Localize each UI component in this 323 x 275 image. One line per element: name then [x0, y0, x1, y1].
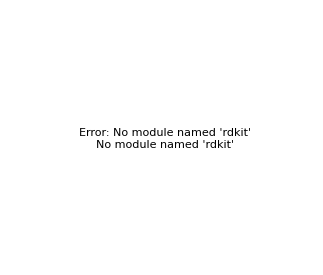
Text: Error: No module named 'rdkit'
No module named 'rdkit': Error: No module named 'rdkit' No module… [79, 128, 252, 150]
